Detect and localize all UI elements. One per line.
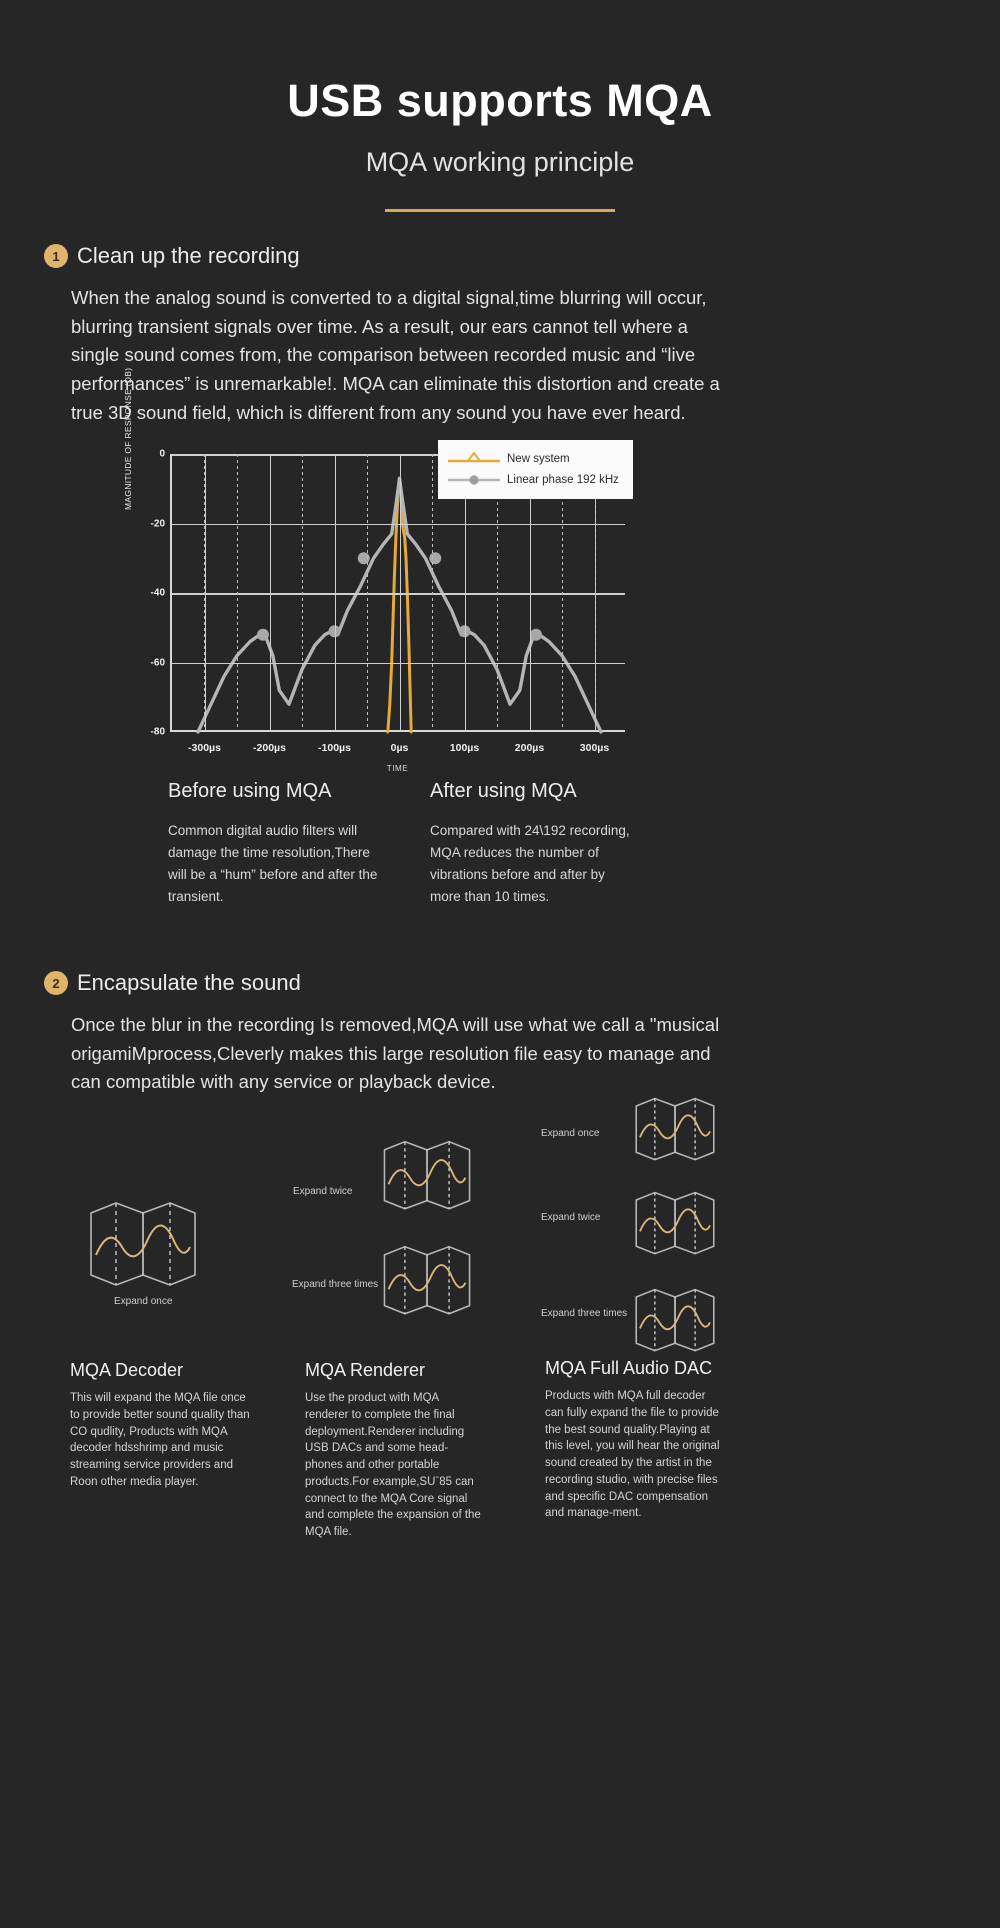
chart-data-marker — [257, 628, 269, 641]
chart-gridline-horizontal — [172, 523, 625, 525]
chart-x-tick-label: 300µs — [579, 742, 610, 754]
fold-label-decoder-expand-once: Expand once — [114, 1296, 173, 1307]
chart-plot-area: 0 -20 -40 -60 -80 -300µs -200µs -100µs 0µs 100µs 2… — [151, 449, 625, 754]
caption-after-title: After using MQA — [430, 780, 577, 802]
chart-y-tick-label: -40 — [150, 587, 165, 599]
section-clean-up-recording: 1 Clean up the recording When the analog… — [44, 243, 734, 427]
card-mqa-decoder: MQA Decoder This will expand the MQA fil… — [70, 1360, 250, 1491]
chart-gridline-horizontal — [172, 454, 625, 456]
fold-label-renderer-expand-three-times: Expand three times — [292, 1279, 379, 1290]
chart-x-tick-label: -100µs — [318, 742, 351, 754]
chart-x-tick-label: 100µs — [449, 742, 480, 754]
chart-data-marker — [357, 552, 370, 565]
chart-legend: New system Linear phase 192 kHz — [438, 440, 633, 499]
fold-icon-renderer-2 — [382, 1240, 472, 1323]
chart-gridline-vertical-minor — [367, 454, 368, 730]
chart-y-tick-label: -80 — [150, 726, 165, 738]
legend-label-linear-phase: Linear phase 192 kHz — [507, 474, 619, 486]
chart-x-axis-label: TIME — [386, 764, 409, 773]
fold-paper-icon — [635, 1288, 715, 1352]
fold-icon-renderer-1 — [382, 1135, 472, 1218]
step-number-badge: 2 — [44, 971, 68, 995]
chart-gridline-horizontal — [172, 662, 625, 664]
fold-icon-dac-1 — [634, 1092, 716, 1169]
chart-data-marker — [530, 628, 542, 641]
legend-item-linear-phase: Linear phase 192 kHz — [448, 473, 619, 487]
chart-x-tick-label: 0µs — [390, 742, 409, 754]
card-title-mqa-renderer: MQA Renderer — [305, 1360, 426, 1380]
chart-gridline-horizontal — [172, 593, 625, 595]
fold-label-dac-expand-twice: Expand twice — [541, 1212, 601, 1223]
chart-y-tick-label: -20 — [150, 518, 165, 529]
chart-gridline-vertical-minor — [432, 454, 433, 730]
impulse-response-chart: MAGNITUDE OF RESPONSE (DB) 0 -20 -40 -60 -80… — [123, 368, 645, 778]
chart-gridline-vertical — [334, 454, 336, 730]
caption-after-body: Compared with 24\192 recording, MQA redu… — [430, 823, 630, 904]
fold-label-renderer-expand-twice: Expand twice — [293, 1186, 353, 1197]
fold-icon-dac-3 — [634, 1283, 716, 1360]
chart-gridline-vertical — [399, 454, 401, 730]
fold-icon-decoder-1 — [88, 1195, 198, 1295]
legend-item-new-system: New system — [448, 452, 619, 466]
fold-paper-icon — [90, 1202, 196, 1286]
chart-gridline-vertical — [204, 454, 206, 730]
fold-paper-icon — [635, 1097, 715, 1161]
chart-y-axis-label: MAGNITUDE OF RESPONSE (DB) — [123, 367, 133, 510]
step-number-badge: 1 — [44, 244, 68, 268]
chart-gridline-vertical-minor — [203, 454, 205, 730]
chart-gridline-vertical-minor — [497, 454, 498, 730]
fold-label-dac-expand-three-times: Expand three times — [541, 1308, 628, 1319]
chart-gridline-vertical-minor — [237, 454, 238, 730]
chart-gridline-vertical-minor — [595, 454, 597, 730]
legend-label-new-system: New system — [507, 453, 570, 465]
fold-icon-dac-2 — [634, 1186, 716, 1263]
section-2-body: Once the blur in the recording Is remove… — [71, 1014, 720, 1093]
card-mqa-full-audio-dac: MQA Full Audio DAC Products with MQA ful… — [545, 1358, 725, 1522]
caption-before-body: Common digital audio filters will damage… — [168, 823, 378, 904]
caption-before-mqa: Before using MQA Common digital audio fi… — [168, 780, 383, 907]
caption-after-mqa: After using MQA Compared with 24\192 rec… — [430, 780, 630, 907]
page-subtitle: MQA working principle — [365, 146, 635, 177]
chart-x-tick-label: 200µs — [514, 742, 545, 754]
legend-swatch-linear-phase — [448, 475, 500, 485]
fold-paper-icon — [383, 1140, 471, 1210]
card-body-mqa-decoder: This will expand the MQA file once to pr… — [70, 1392, 250, 1488]
chart-gridline-vertical-minor — [562, 454, 563, 730]
section-1-heading: 1 Clean up the recording — [44, 243, 734, 269]
caption-before-title: Before using MQA — [168, 780, 332, 802]
card-body-mqa-full-audio-dac: Products with MQA full decoder can fully… — [545, 1390, 720, 1520]
legend-swatch-new-system — [448, 452, 500, 463]
card-mqa-renderer: MQA Renderer Use the product with MQA re… — [305, 1360, 483, 1541]
chart-x-tick-label: -300µs — [188, 742, 221, 754]
section-1-body: When the analog sound is converted to a … — [71, 287, 720, 423]
card-body-mqa-renderer: Use the product with MQA renderer to com… — [305, 1392, 481, 1539]
section-2-title: Encapsulate the sound — [77, 970, 301, 995]
header-divider — [385, 209, 615, 213]
page-title: USB supports MQA — [287, 75, 713, 126]
page-header: USB supports MQA MQA working principle — [0, 0, 1000, 213]
section-1-title: Clean up the recording — [77, 243, 300, 268]
chart-y-tick-label: 0 — [159, 448, 165, 460]
fold-paper-icon — [635, 1191, 715, 1255]
card-title-mqa-full-audio-dac: MQA Full Audio DAC — [545, 1358, 713, 1378]
fold-label-dac-expand-once: Expand once — [541, 1128, 600, 1139]
chart-x-tick-label: -200µs — [253, 742, 286, 754]
chart-gridline-vertical-minor — [302, 454, 303, 730]
chart-gridline-vertical — [269, 454, 271, 730]
chart-gridline-vertical — [464, 454, 466, 730]
section-encapsulate-sound: 2 Encapsulate the sound Once the blur in… — [44, 970, 734, 1097]
chart-gridline-vertical — [529, 454, 531, 730]
fold-paper-icon — [383, 1245, 471, 1315]
chart-y-tick-label: -60 — [150, 657, 165, 668]
section-2-heading: 2 Encapsulate the sound — [44, 970, 734, 996]
card-title-mqa-decoder: MQA Decoder — [70, 1360, 184, 1380]
